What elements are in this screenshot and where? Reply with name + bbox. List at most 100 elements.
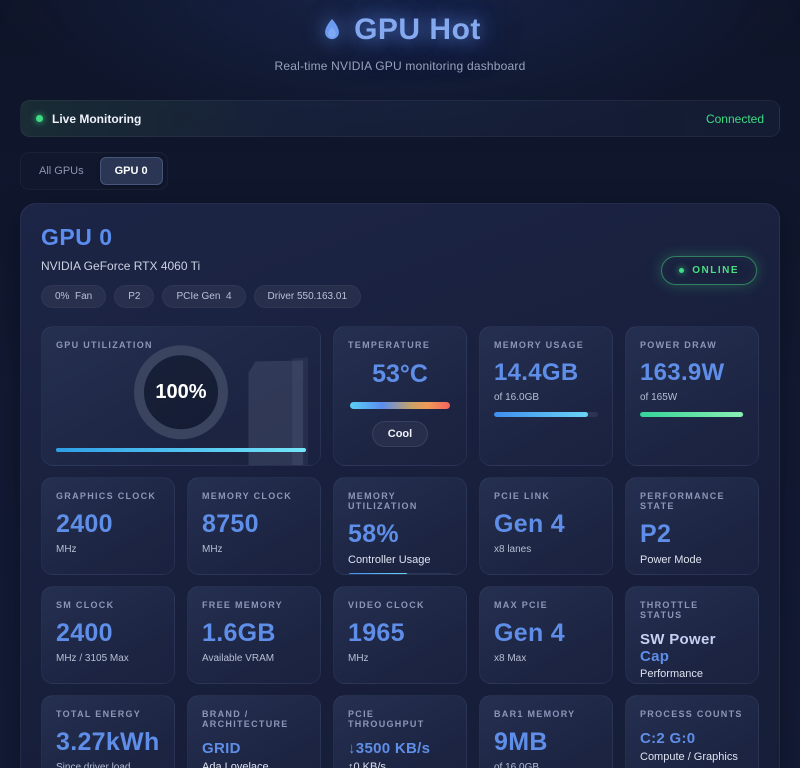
- gpu-tab-bar: All GPUs GPU 0: [20, 152, 168, 190]
- live-monitoring-label: Live Monitoring: [52, 111, 142, 126]
- pcie-tx-sub: ↑0 KB/s: [348, 761, 386, 768]
- card-graphics-clock: GRAPHICS CLOCK 2400 MHz: [41, 477, 175, 575]
- card-throttle-status: THROTTLE STATUS SW Power Cap Performance: [625, 586, 759, 684]
- performance-state-value: P2: [640, 520, 672, 548]
- card-label: GPU UTILIZATION: [56, 340, 153, 350]
- temperature-value: 53°C: [372, 360, 428, 388]
- flame-icon: [325, 18, 340, 40]
- tab-all-gpus[interactable]: All GPUs: [25, 157, 98, 185]
- fan-badge: 0% Fan: [41, 285, 107, 308]
- video-clock-sub: MHz: [348, 653, 369, 664]
- pcie-badge: PCIe Gen 4: [162, 285, 246, 308]
- pcie-link-sub: x8 lanes: [494, 544, 532, 555]
- gpu-panel-header: GPU 0 NVIDIA GeForce RTX 4060 Ti 0% Fan …: [41, 224, 759, 308]
- temperature-status-badge: Cool: [371, 421, 429, 447]
- card-gpu-utilization: GPU UTILIZATION 100%: [41, 326, 321, 466]
- card-label: MEMORY UTILIZATION: [348, 491, 418, 511]
- page-title: GPU Hot: [354, 13, 481, 46]
- live-status-bar: Live Monitoring Connected: [20, 100, 780, 137]
- pcie-rx-value: ↓3500 KB/s: [348, 740, 431, 757]
- temperature-gradient-bar: [350, 402, 450, 409]
- online-status-badge: ONLINE: [661, 256, 757, 285]
- card-power-draw: POWER DRAW 163.9W of 165W: [625, 326, 759, 466]
- utilization-bar: [56, 448, 306, 452]
- card-total-energy: TOTAL ENERGY 3.27kWh Since driver load: [41, 695, 175, 768]
- live-dot-icon: [36, 115, 43, 122]
- connection-status: Connected: [705, 111, 764, 126]
- card-label: POWER DRAW: [640, 340, 717, 350]
- throttle-secondary: Cap: [640, 648, 670, 665]
- performance-state-sub: Power Mode: [640, 554, 702, 566]
- card-temperature: TEMPERATURE 53°C Cool: [333, 326, 467, 466]
- card-sm-clock: SM CLOCK 2400 MHz / 3105 Max: [41, 586, 175, 684]
- memory-utilization-sub: Controller Usage: [348, 554, 431, 566]
- throttle-status-sub: Performance: [640, 668, 703, 680]
- bar1-memory-sub: of 16.0GB: [494, 762, 540, 768]
- card-bar1-memory: BAR1 MEMORY 9MB of 16.0GB: [479, 695, 613, 768]
- card-label: SM CLOCK: [56, 600, 115, 610]
- gpu-panel: GPU 0 NVIDIA GeForce RTX 4060 Ti 0% Fan …: [20, 203, 780, 768]
- power-draw-sub: of 165W: [640, 392, 678, 403]
- card-max-pcie: MAX PCIE Gen 4 x8 Max: [479, 586, 613, 684]
- graphics-clock-sub: MHz: [56, 544, 77, 555]
- bar1-memory-value: 9MB: [494, 728, 548, 756]
- throttle-status-value: SW Power Cap: [640, 631, 744, 665]
- app-header: GPU Hot Real-time NVIDIA GPU monitoring …: [0, 0, 800, 73]
- card-label: VIDEO CLOCK: [348, 600, 425, 610]
- card-label: PERFORMANCE STATE: [640, 491, 725, 511]
- card-label: FREE MEMORY: [202, 600, 283, 610]
- card-label: PCIE LINK: [494, 491, 551, 501]
- pcie-link-value: Gen 4: [494, 510, 565, 538]
- card-performance-state: PERFORMANCE STATE P2 Power Mode: [625, 477, 759, 575]
- card-label: TEMPERATURE: [348, 340, 431, 350]
- card-label: MAX PCIE: [494, 600, 548, 610]
- tab-gpu-0[interactable]: GPU 0: [99, 157, 163, 185]
- video-clock-value: 1965: [348, 619, 405, 647]
- card-label: PCIE THROUGHPUT: [348, 709, 425, 729]
- card-label: PROCESS COUNTS: [640, 709, 743, 719]
- card-process-counts: PROCESS COUNTS C:2 G:0 Compute / Graphic…: [625, 695, 759, 768]
- card-free-memory: FREE MEMORY 1.6GB Available VRAM: [187, 586, 321, 684]
- card-pcie-throughput: PCIE THROUGHPUT ↓3500 KB/s ↑0 KB/s: [333, 695, 467, 768]
- card-label: BRAND / ARCHITECTURE: [202, 709, 289, 729]
- online-dot-icon: [679, 268, 685, 273]
- power-draw-value: 163.9W: [640, 359, 725, 386]
- utilization-value: 100%: [155, 380, 207, 403]
- pstate-badge: P2: [114, 285, 155, 308]
- card-pcie-link: PCIE LINK Gen 4 x8 lanes: [479, 477, 613, 575]
- free-memory-sub: Available VRAM: [202, 653, 275, 664]
- brand-value: GRID: [202, 740, 241, 757]
- card-label: BAR1 MEMORY: [494, 709, 576, 719]
- driver-badge: Driver 550.163.01: [253, 285, 362, 308]
- gpu-title: GPU 0: [41, 224, 113, 250]
- card-brand-architecture: BRAND / ARCHITECTURE GRID Ada Lovelace: [187, 695, 321, 768]
- max-pcie-sub: x8 Max: [494, 653, 527, 664]
- process-counts-sub: Compute / Graphics: [640, 751, 738, 763]
- memory-utilization-bar: [348, 573, 452, 574]
- card-memory-clock: MEMORY CLOCK 8750 MHz: [187, 477, 321, 575]
- free-memory-value: 1.6GB: [202, 619, 276, 647]
- page-subtitle: Real-time NVIDIA GPU monitoring dashboar…: [274, 59, 526, 73]
- gpu-badge-row: 0% Fan P2 PCIe Gen 4 Driver 550.163.01: [41, 285, 759, 308]
- card-memory-usage: MEMORY USAGE 14.4GB of 16.0GB: [479, 326, 613, 466]
- max-pcie-value: Gen 4: [494, 619, 565, 647]
- card-memory-utilization: MEMORY UTILIZATION 58% Controller Usage: [333, 477, 467, 575]
- total-energy-value: 3.27kWh: [56, 728, 160, 756]
- graphics-clock-value: 2400: [56, 510, 113, 538]
- utilization-gauge: 100%: [134, 345, 228, 440]
- card-label: GRAPHICS CLOCK: [56, 491, 157, 501]
- throttle-primary: SW Power: [640, 631, 716, 648]
- memory-utilization-value: 58%: [348, 520, 399, 548]
- card-label: MEMORY USAGE: [494, 340, 585, 350]
- online-label: ONLINE: [692, 265, 739, 276]
- process-counts-value: C:2 G:0: [640, 730, 696, 747]
- memory-usage-value: 14.4GB: [494, 359, 579, 386]
- card-label: MEMORY CLOCK: [202, 491, 293, 501]
- gpu-name: NVIDIA GeForce RTX 4060 Ti: [41, 259, 201, 273]
- sm-clock-sub: MHz / 3105 Max: [56, 653, 129, 664]
- metric-grid: GPU UTILIZATION 100% TEMPERATURE 53°C Co…: [41, 326, 759, 768]
- sm-clock-value: 2400: [56, 619, 113, 647]
- card-video-clock: VIDEO CLOCK 1965 MHz: [333, 586, 467, 684]
- architecture-sub: Ada Lovelace: [202, 761, 269, 768]
- card-label: THROTTLE STATUS: [640, 600, 699, 620]
